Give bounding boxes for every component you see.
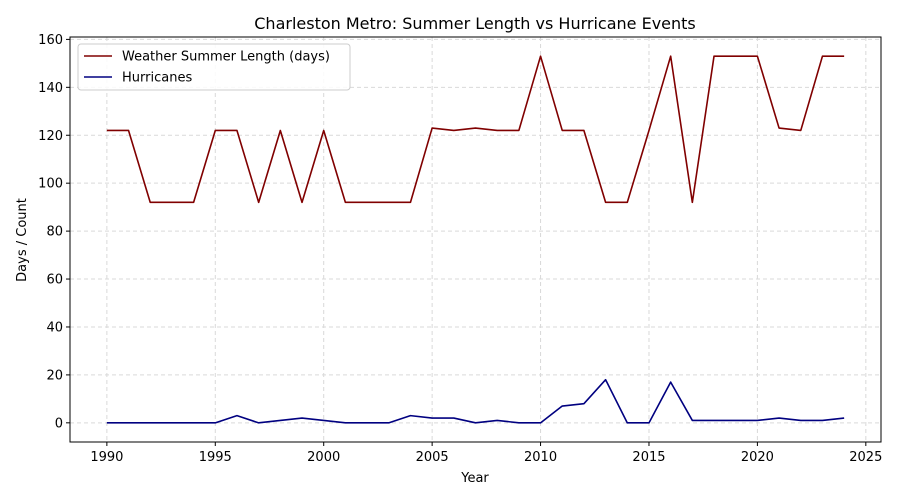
series-line-hurricanes	[106, 378, 845, 424]
x-tick-label: 2015	[632, 450, 665, 465]
y-tick-label: 0	[55, 416, 63, 431]
chart-title: Charleston Metro: Summer Length vs Hurri…	[254, 14, 696, 33]
y-tick-label: 60	[46, 273, 63, 288]
x-tick-label: 2010	[524, 450, 557, 465]
x-tick-label: 2025	[849, 450, 882, 465]
x-axis-label: Year	[460, 471, 489, 486]
y-tick-label: 100	[38, 177, 63, 192]
series-line-summer-length	[106, 55, 845, 204]
x-tick-label: 1995	[199, 450, 232, 465]
legend-label: Hurricanes	[122, 71, 192, 86]
x-tick-label: 2000	[307, 450, 340, 465]
x-tick-label: 1990	[90, 450, 123, 465]
legend-box	[77, 43, 351, 91]
x-tick-label: 2005	[416, 450, 449, 465]
x-tick-label: 2020	[741, 450, 774, 465]
legend-label: Weather Summer Length (days)	[122, 50, 330, 65]
grid	[70, 37, 881, 442]
axis-ticks: 1990 1995 2000 2005 2010 2015 2020 2025 0 20 40 60 8…	[38, 33, 882, 465]
y-tick-label: 160	[38, 33, 63, 48]
y-tick-label: 80	[46, 225, 63, 240]
y-tick-label: 20	[46, 368, 63, 383]
series-lines	[106, 55, 845, 424]
y-tick-label: 120	[38, 129, 63, 144]
y-tick-label: 40	[46, 320, 63, 335]
y-tick-label: 140	[38, 81, 63, 96]
legend: Weather Summer Length (days) Hurricanes	[77, 43, 351, 91]
y-axis-label: Days / Count	[15, 198, 30, 282]
plot-area-frame	[69, 36, 882, 443]
